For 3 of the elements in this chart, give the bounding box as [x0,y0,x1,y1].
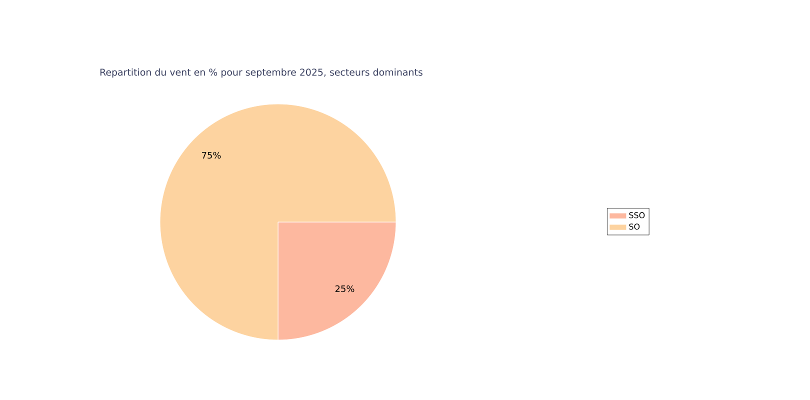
chart-title: Repartition du vent en % pour septembre 2025, secteurs dominants [100,68,422,78]
data-label: 25% [335,285,354,292]
data-label: 75% [202,152,221,159]
